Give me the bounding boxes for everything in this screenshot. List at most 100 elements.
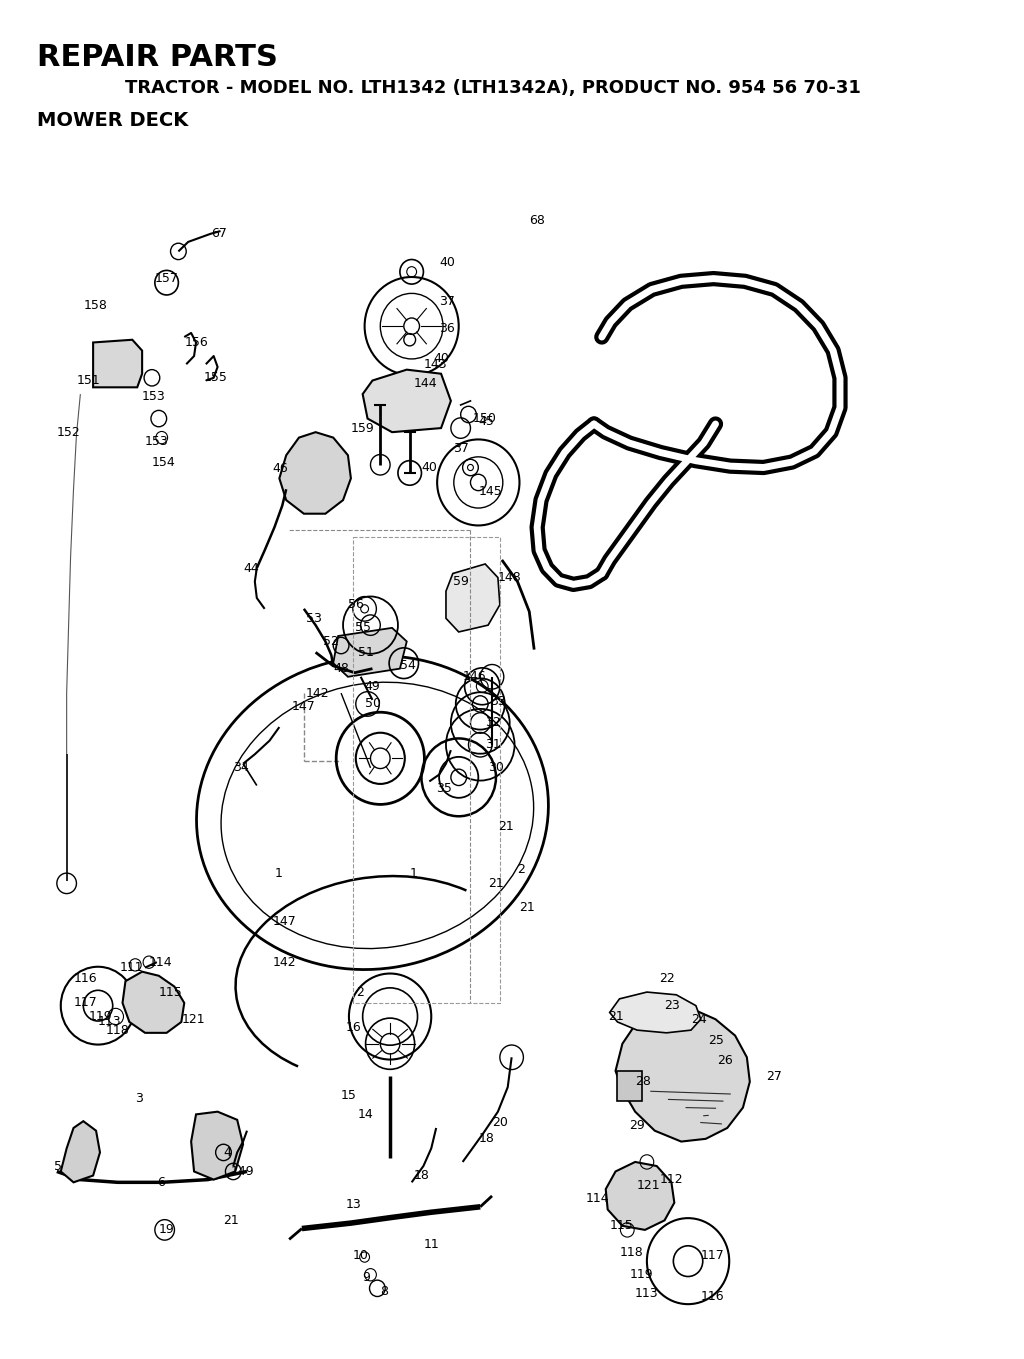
Text: 54: 54	[400, 659, 416, 673]
Text: 144: 144	[414, 376, 437, 390]
Text: 6: 6	[157, 1176, 165, 1189]
Text: 119: 119	[630, 1268, 653, 1282]
Text: 146: 146	[463, 670, 486, 684]
Text: 113: 113	[635, 1287, 658, 1301]
Text: 13: 13	[346, 1197, 361, 1211]
Text: 31: 31	[485, 738, 501, 752]
Text: 117: 117	[74, 996, 97, 1010]
Text: 37: 37	[453, 442, 469, 455]
Text: 115: 115	[159, 985, 182, 999]
Text: 119: 119	[88, 1010, 112, 1023]
Text: 4: 4	[223, 1146, 231, 1159]
Text: 24: 24	[691, 1012, 707, 1026]
Text: 5: 5	[54, 1159, 61, 1173]
Text: 145: 145	[478, 485, 502, 499]
Text: 22: 22	[658, 972, 675, 985]
Text: 51: 51	[357, 646, 374, 659]
Text: 20: 20	[493, 1116, 508, 1129]
Text: 32: 32	[485, 716, 501, 730]
Polygon shape	[362, 370, 451, 432]
Text: 18: 18	[414, 1169, 429, 1182]
Polygon shape	[93, 340, 142, 387]
Polygon shape	[123, 972, 184, 1033]
Text: 9: 9	[362, 1271, 371, 1284]
Text: 153: 153	[142, 390, 166, 404]
Text: 142: 142	[272, 955, 296, 969]
Text: 116: 116	[74, 972, 97, 985]
Text: 35: 35	[436, 781, 452, 795]
Polygon shape	[191, 1112, 243, 1180]
Text: 10: 10	[353, 1249, 369, 1263]
Text: 8: 8	[380, 1284, 388, 1298]
Text: 53: 53	[306, 612, 322, 625]
Text: 40: 40	[422, 461, 437, 474]
Text: 2: 2	[355, 985, 364, 999]
Text: 114: 114	[586, 1192, 609, 1205]
Text: 1: 1	[410, 867, 418, 881]
Text: 152: 152	[57, 425, 81, 439]
Polygon shape	[446, 564, 500, 632]
Text: 23: 23	[665, 999, 680, 1012]
Text: 28: 28	[635, 1075, 651, 1089]
Text: 37: 37	[439, 295, 455, 308]
Text: MOWER DECK: MOWER DECK	[37, 111, 188, 130]
Text: 44: 44	[243, 561, 259, 575]
Text: 143: 143	[423, 357, 447, 371]
Text: 118: 118	[620, 1246, 643, 1260]
Polygon shape	[333, 628, 407, 677]
Polygon shape	[606, 1162, 675, 1230]
Text: 29: 29	[630, 1118, 645, 1132]
Text: REPAIR PARTS: REPAIR PARTS	[37, 43, 279, 72]
Text: 50: 50	[365, 697, 381, 711]
Text: 153: 153	[145, 435, 169, 448]
Text: 118: 118	[105, 1023, 130, 1037]
Text: 16: 16	[346, 1021, 361, 1034]
Text: 159: 159	[351, 421, 375, 435]
Text: 114: 114	[148, 955, 173, 969]
Text: 40: 40	[439, 255, 455, 269]
Text: 49: 49	[365, 680, 380, 693]
Text: 117: 117	[700, 1249, 725, 1263]
Text: 34: 34	[233, 761, 249, 775]
Polygon shape	[609, 992, 700, 1033]
Text: 121: 121	[637, 1178, 660, 1192]
Text: 26: 26	[718, 1053, 733, 1067]
Polygon shape	[615, 1008, 750, 1142]
Polygon shape	[280, 432, 351, 514]
Text: 11: 11	[423, 1238, 439, 1252]
Text: 116: 116	[700, 1290, 724, 1303]
Text: 56: 56	[348, 598, 364, 612]
Text: 148: 148	[498, 571, 521, 584]
Text: 18: 18	[478, 1132, 495, 1146]
Text: 45: 45	[478, 414, 495, 428]
Text: 112: 112	[659, 1173, 683, 1186]
Text: 1: 1	[274, 867, 283, 881]
Text: 21: 21	[519, 901, 536, 915]
Text: 15: 15	[341, 1089, 357, 1102]
Polygon shape	[60, 1121, 100, 1182]
Text: 30: 30	[488, 761, 504, 775]
Text: 40: 40	[433, 352, 450, 366]
Text: 48: 48	[333, 662, 349, 675]
Text: 156: 156	[184, 336, 208, 349]
Text: 151: 151	[77, 374, 100, 387]
Text: 111: 111	[120, 961, 143, 974]
Text: 36: 36	[439, 322, 455, 336]
Text: 2: 2	[517, 863, 525, 877]
Text: 154: 154	[152, 455, 176, 469]
Text: 19: 19	[159, 1223, 174, 1237]
Text: 68: 68	[529, 213, 545, 227]
Text: 21: 21	[498, 819, 514, 833]
Text: 52: 52	[324, 635, 339, 648]
Text: 33: 33	[490, 694, 506, 708]
Text: 113: 113	[98, 1015, 122, 1029]
Text: 115: 115	[609, 1219, 634, 1233]
Text: 14: 14	[357, 1108, 374, 1121]
Text: TRACTOR - MODEL NO. LTH1342 (LTH1342A), PRODUCT NO. 954 56 70-31: TRACTOR - MODEL NO. LTH1342 (LTH1342A), …	[126, 79, 861, 96]
Text: 21: 21	[488, 877, 504, 890]
Text: 59: 59	[453, 575, 469, 588]
Text: 121: 121	[181, 1012, 205, 1026]
Text: 25: 25	[708, 1034, 724, 1048]
Text: 21: 21	[607, 1010, 624, 1023]
FancyBboxPatch shape	[617, 1071, 642, 1101]
